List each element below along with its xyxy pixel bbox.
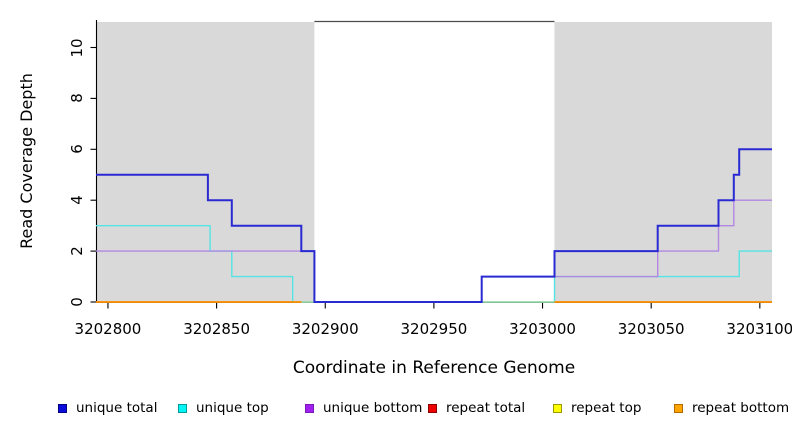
legend-item-repeat-top: repeat top: [553, 400, 641, 416]
repeat-region-left: [96, 22, 315, 303]
x-tick-label: 3203000: [509, 320, 576, 338]
y-tick-label: 0: [68, 297, 86, 307]
legend-swatch-icon: [305, 403, 314, 413]
y-tick-label: 10: [68, 37, 86, 58]
legend-item-repeat-total: repeat total: [428, 400, 525, 416]
legend-label: unique bottom: [323, 400, 423, 416]
y-tick-label: 6: [68, 144, 86, 155]
legend-swatch-icon: [553, 403, 562, 413]
y-axis-title: Read Coverage Depth: [17, 73, 36, 249]
y-tick-label: 2: [68, 246, 86, 256]
legend-item-unique-bottom: unique bottom: [305, 400, 422, 416]
legend-label: unique total: [76, 400, 158, 416]
x-tick-label: 3202850: [183, 320, 250, 338]
legend-item-repeat-bottom: repeat bottom: [674, 400, 789, 416]
legend-item-unique-total: unique total: [58, 400, 157, 416]
x-tick-label: 3203050: [617, 320, 685, 338]
x-axis-title: Coordinate in Reference Genome: [292, 358, 576, 378]
x-tick-label: 3203100: [726, 320, 792, 338]
series-line-unique-top: [96, 225, 772, 303]
legend-label: repeat bottom: [692, 400, 790, 416]
legend-swatch-icon: [178, 403, 187, 413]
repeat-region-right: [554, 22, 772, 303]
x-tick-label: 3202800: [74, 320, 142, 338]
x-tick-label: 3202900: [291, 320, 359, 338]
legend-label: repeat top: [571, 400, 642, 416]
legend-label: unique top: [196, 400, 269, 416]
series-line-unique-total: [96, 148, 772, 303]
legend-label: repeat total: [446, 400, 526, 416]
y-tick-label: 8: [68, 93, 86, 104]
legend-swatch-icon: [674, 403, 683, 413]
legend-swatch-icon: [428, 403, 437, 413]
y-tick-label: 4: [68, 195, 86, 205]
x-tick-label: 3202950: [400, 320, 468, 338]
legend-item-unique-top: unique top: [178, 400, 269, 416]
legend-swatch-icon: [58, 403, 67, 413]
